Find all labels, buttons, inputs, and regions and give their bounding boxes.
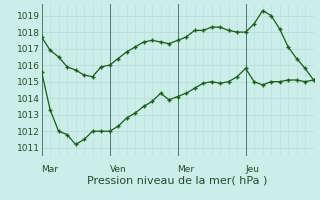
Text: Mar: Mar xyxy=(42,165,59,174)
Text: Ven: Ven xyxy=(109,165,126,174)
X-axis label: Pression niveau de la mer( hPa ): Pression niveau de la mer( hPa ) xyxy=(87,175,268,185)
Text: Jeu: Jeu xyxy=(246,165,260,174)
Text: Mer: Mer xyxy=(178,165,195,174)
